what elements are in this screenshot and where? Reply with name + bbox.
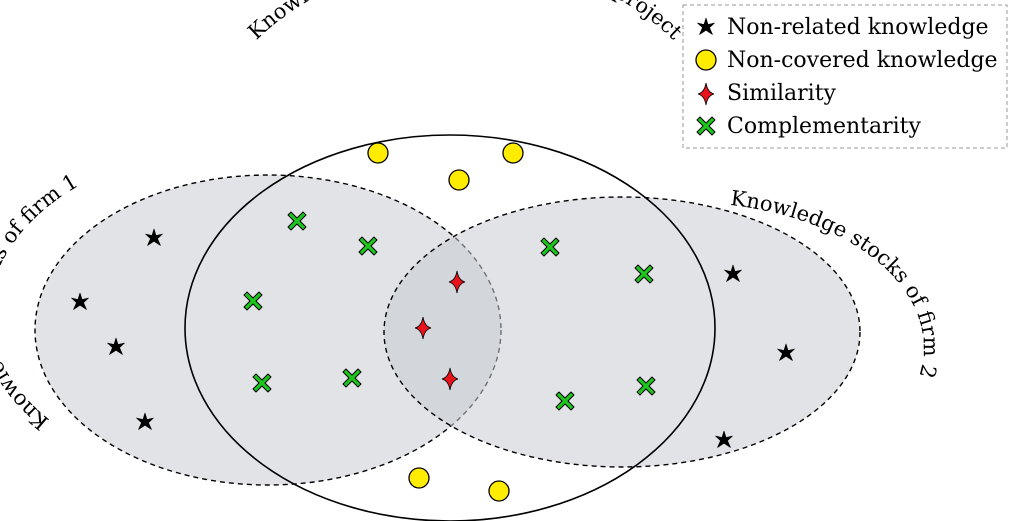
firm2-region [383,196,861,468]
legend-item-similarity: Similarity [697,81,837,106]
legend: Non-related knowledge Non-covered knowle… [682,4,1008,149]
yellow-circle-icon [488,480,510,502]
yellow-circle-icon [502,142,524,164]
legend-item-non-covered: Non-covered knowledge [695,48,998,73]
legend-box [682,4,1008,149]
project-region [184,134,716,521]
legend-item-non-related: Non-related knowledge [697,15,989,40]
legend-label-non-related: Non-related knowledge [727,15,989,40]
project-label: Knowledge needed to complete the project [243,0,687,44]
yellow-circle-icon [367,142,389,164]
yellow-circle-icon [695,49,717,71]
yellow-circle-icon [408,467,430,489]
non-covered-markers [367,142,524,502]
legend-label-similarity: Similarity [727,81,837,106]
legend-item-complementarity: Complementarity [696,114,921,139]
yellow-circle-icon [448,169,470,191]
legend-label-non-covered: Non-covered knowledge [727,48,998,73]
legend-label-complementarity: Complementarity [727,114,921,139]
